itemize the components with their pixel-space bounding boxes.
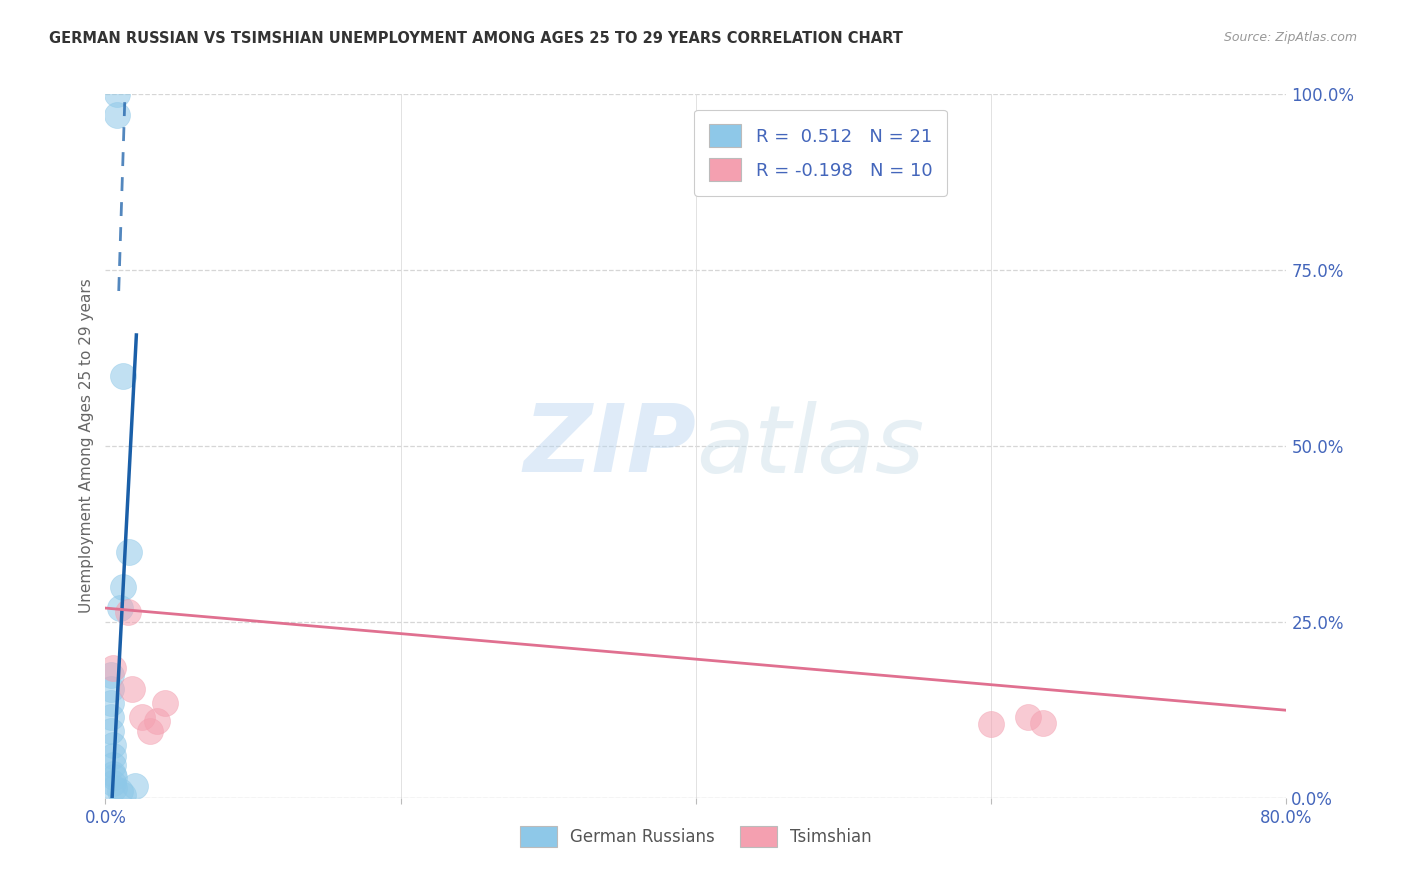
Point xyxy=(105,87,128,101)
Text: ZIP: ZIP xyxy=(523,400,696,492)
Point xyxy=(1032,715,1054,730)
Text: atlas: atlas xyxy=(696,401,924,491)
Point xyxy=(124,779,146,793)
Point xyxy=(101,749,124,764)
Point xyxy=(117,605,139,619)
Text: GERMAN RUSSIAN VS TSIMSHIAN UNEMPLOYMENT AMONG AGES 25 TO 29 YEARS CORRELATION C: GERMAN RUSSIAN VS TSIMSHIAN UNEMPLOYMENT… xyxy=(49,31,903,46)
Point xyxy=(1017,710,1039,724)
Y-axis label: Unemployment Among Ages 25 to 29 years: Unemployment Among Ages 25 to 29 years xyxy=(79,278,94,614)
Point xyxy=(980,717,1002,731)
Point xyxy=(110,784,132,798)
Point xyxy=(112,368,135,383)
Point xyxy=(101,661,124,675)
Point xyxy=(101,766,124,780)
Point xyxy=(105,108,128,122)
Point xyxy=(100,696,122,710)
Point xyxy=(101,757,124,772)
Point xyxy=(138,724,162,739)
Point xyxy=(112,580,135,594)
Point xyxy=(100,682,122,697)
Point xyxy=(100,710,122,724)
Point xyxy=(101,739,124,753)
Point xyxy=(103,770,125,784)
Point xyxy=(153,696,176,710)
Point xyxy=(146,714,169,728)
Point xyxy=(118,544,141,558)
Point xyxy=(100,724,122,739)
Point xyxy=(101,776,124,790)
Point xyxy=(131,710,153,724)
Point xyxy=(103,780,125,795)
Point xyxy=(100,668,122,682)
Point xyxy=(121,682,143,697)
Legend: German Russians, Tsimshian: German Russians, Tsimshian xyxy=(513,820,879,854)
Point xyxy=(112,788,135,802)
Text: Source: ZipAtlas.com: Source: ZipAtlas.com xyxy=(1223,31,1357,45)
Point xyxy=(110,601,132,615)
